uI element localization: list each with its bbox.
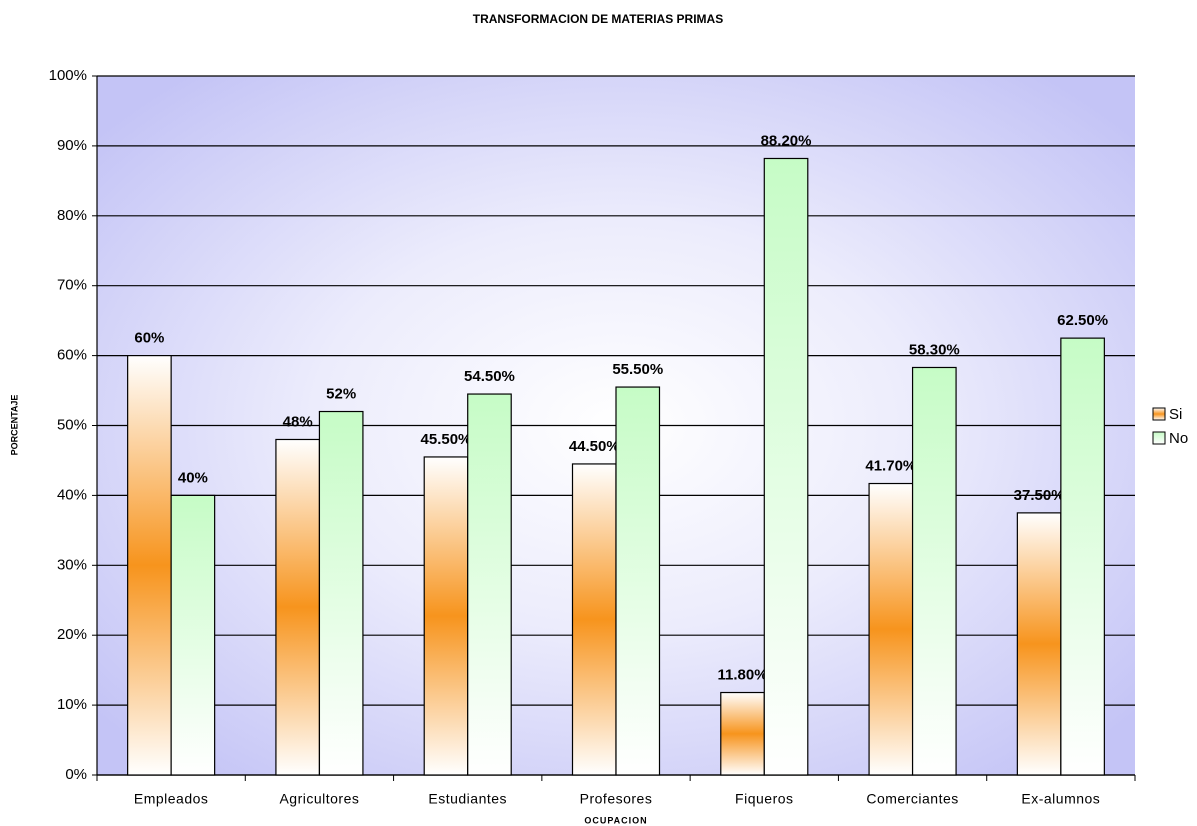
data-label: 62.50%: [1057, 312, 1108, 329]
bar: [275, 438, 321, 776]
y-tick-label: 80%: [57, 207, 87, 224]
y-tick-label: 90%: [57, 137, 87, 154]
data-label: 58.30%: [909, 341, 960, 358]
x-tick-label: Fiqueros: [735, 791, 793, 807]
y-tick-label: 50%: [57, 416, 87, 433]
x-tick-label: Estudiantes: [428, 791, 507, 807]
bar: [763, 157, 809, 776]
y-tick-label: 60%: [57, 347, 87, 364]
bar: [467, 393, 512, 776]
data-label: 88.20%: [761, 132, 812, 149]
y-tick-label: 10%: [57, 696, 87, 713]
data-label: 60%: [134, 330, 164, 347]
y-axis-label: PORCENTAJE: [9, 395, 19, 456]
y-tick-label: 100%: [49, 67, 87, 84]
legend-swatch: [1152, 431, 1166, 445]
x-tick-label: Comerciantes: [866, 791, 958, 807]
y-tick-label: 30%: [57, 556, 87, 573]
bar: [170, 494, 216, 776]
bar: [1016, 512, 1062, 776]
y-tick-label: 0%: [65, 766, 87, 783]
data-label: 54.50%: [464, 368, 515, 385]
bar: [720, 691, 765, 776]
data-label: 44.50%: [569, 438, 620, 455]
data-label: 40%: [178, 469, 208, 486]
data-label: 11.80%: [718, 666, 768, 683]
x-tick-label: Empleados: [134, 791, 209, 807]
legend-label: No: [1169, 430, 1188, 447]
bar: [127, 355, 172, 776]
data-label: 41.70%: [865, 457, 916, 474]
legend-label: Si: [1169, 406, 1182, 423]
bar: [571, 463, 617, 776]
bar: [423, 456, 469, 776]
bar: [1060, 337, 1105, 776]
data-label: 37.50%: [1014, 487, 1065, 504]
y-tick-label: 40%: [57, 486, 87, 503]
bar: [911, 366, 957, 776]
y-tick-label: 70%: [57, 277, 87, 294]
bar: [868, 482, 914, 776]
x-tick-label: Profesores: [580, 791, 653, 807]
legend-swatch: [1152, 407, 1166, 421]
data-label: 55.50%: [612, 361, 663, 378]
x-tick-label: Agricultores: [279, 791, 359, 807]
bar: [318, 410, 364, 776]
x-axis-label: OCUPACION: [584, 815, 647, 825]
bar: [615, 386, 661, 776]
data-label: 45.50%: [421, 431, 472, 448]
x-tick-label: Ex-alumnos: [1021, 791, 1100, 807]
y-tick-label: 20%: [57, 626, 87, 643]
data-label: 52%: [326, 385, 356, 402]
data-label: 48%: [283, 413, 313, 430]
chart-title: TRANSFORMACION DE MATERIAS PRIMAS: [473, 12, 723, 26]
